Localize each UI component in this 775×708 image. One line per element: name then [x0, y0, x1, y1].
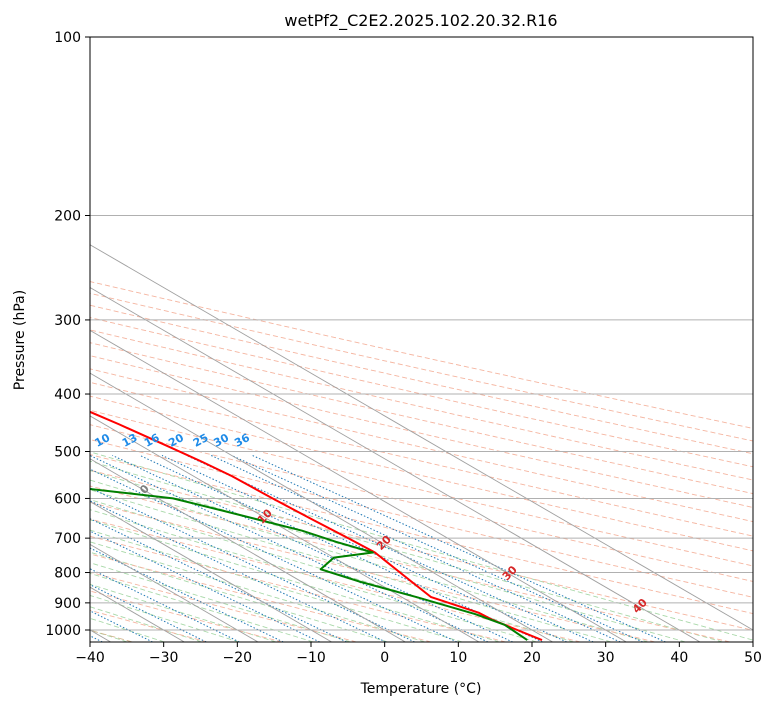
mixing-ratio-line — [231, 454, 643, 642]
mixing-ratio-line — [90, 518, 347, 642]
mixing-ratio-line — [90, 568, 240, 642]
mixing-ratio-label: 36 — [232, 431, 252, 450]
y-tick-label: 700 — [54, 531, 81, 547]
x-tick-label: 20 — [523, 650, 541, 666]
mixing-ratio-label: 16 — [142, 431, 162, 450]
x-tick-label: 40 — [670, 650, 688, 666]
y-tick-label: 900 — [54, 596, 81, 612]
temperature-profile — [90, 410, 543, 642]
dry-adiabat — [90, 469, 753, 631]
dry-adiabat — [90, 518, 581, 642]
dry-adiabat — [90, 381, 753, 537]
isotherm — [90, 244, 753, 631]
y-tick-label: 800 — [54, 566, 81, 582]
mixing-ratio-line — [210, 454, 621, 642]
mixing-ratio-label: 10 — [93, 431, 113, 450]
mixing-ratio-line — [90, 500, 386, 642]
x-tick-label: −10 — [296, 650, 326, 666]
x-tick-label: −40 — [75, 650, 105, 666]
dry-adiabat — [90, 409, 753, 567]
plot-frame — [89, 36, 754, 643]
dry-adiabat — [90, 424, 753, 582]
moist-adiabat — [90, 562, 351, 642]
x-tick-label: 10 — [449, 650, 467, 666]
moist-adiabat — [90, 460, 723, 642]
x-tick-label: 50 — [744, 650, 762, 666]
dewpoint-profile — [90, 487, 528, 641]
y-tick-label: 500 — [54, 444, 81, 460]
dry-adiabat — [90, 355, 753, 508]
dry-adiabat — [90, 590, 283, 642]
y-tick-label: 400 — [54, 387, 81, 403]
x-tick-label: 0 — [380, 650, 389, 666]
mixing-ratio-label: 13 — [120, 431, 140, 450]
isotherm — [90, 372, 553, 642]
mixing-ratio-line — [252, 454, 666, 642]
mixing-ratio-label: 25 — [191, 431, 211, 450]
isotherm — [90, 501, 332, 642]
x-axis-title: Temperature (°C) — [360, 681, 482, 697]
axes: −40 −30 −20 −10 0 10 20 30 40 50 100 200 300 400 500 60… — [45, 30, 762, 666]
y-tick-label: 300 — [54, 313, 81, 329]
y-tick-label: 200 — [54, 209, 81, 225]
dry-adiabat — [90, 571, 357, 642]
x-tick-label: −30 — [149, 650, 179, 666]
moist-adiabat — [90, 551, 388, 642]
isotherm — [90, 287, 701, 642]
isotherm — [90, 329, 627, 642]
moist-adiabat — [90, 489, 612, 642]
background-lines — [90, 37, 753, 642]
isotherm — [90, 458, 406, 642]
x-tick-label: 30 — [597, 650, 615, 666]
y-tick-label: 600 — [54, 491, 81, 507]
moist-adiabat — [90, 529, 463, 642]
mixing-ratio-line — [90, 487, 415, 642]
moist-adiabat — [90, 470, 686, 642]
mixing-ratio-line — [90, 530, 320, 642]
mixing-ratio-line — [186, 454, 594, 642]
dry-adiabat — [90, 454, 753, 615]
chart-title: wetPf2_C2E2.2025.102.20.32.R16 — [284, 11, 557, 31]
y-tick-label: 100 — [54, 30, 81, 46]
y-tick-label: 1000 — [45, 623, 81, 639]
mixing-ratio-label: 20 — [166, 431, 186, 450]
x-tick-label: −20 — [223, 650, 253, 666]
isotherm — [90, 415, 480, 642]
dry-adiabat — [90, 553, 432, 642]
moist-adiabat — [90, 541, 426, 642]
y-axis-title: Pressure (hPa) — [12, 290, 28, 390]
sounding-profiles — [90, 410, 543, 642]
mixing-ratio-label: 30 — [211, 431, 231, 450]
